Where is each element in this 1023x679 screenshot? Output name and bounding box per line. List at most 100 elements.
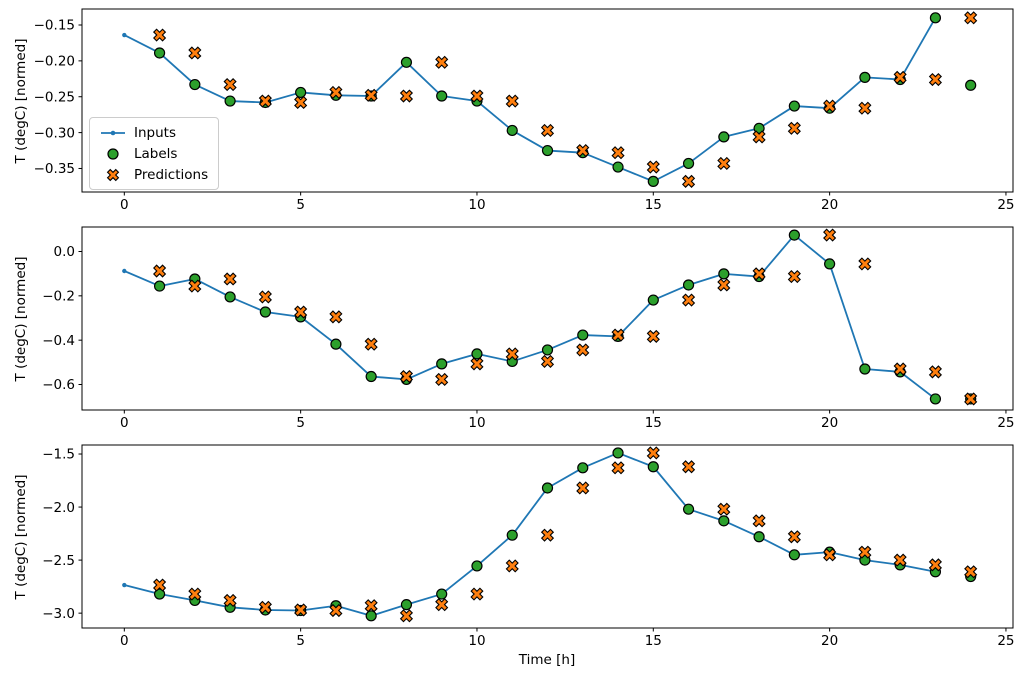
labels-marker (541, 144, 554, 157)
legend-item-labels: Labels (100, 143, 208, 164)
predictions-marker (505, 347, 519, 361)
labels-marker (330, 338, 342, 350)
labels-marker (647, 294, 659, 306)
predictions-marker (893, 70, 907, 84)
inputs-dot-glyph (110, 130, 116, 135)
predictions-marker (823, 548, 837, 562)
labels-marker (718, 268, 730, 280)
labels-marker (224, 291, 236, 303)
x-axis-label: Time [h] (518, 652, 576, 668)
labels-marker (259, 306, 271, 318)
x-tick-label: 10 (468, 415, 485, 431)
x-tick-label: 5 (296, 633, 305, 649)
x-tick-label: 20 (821, 197, 838, 213)
predictions-marker (258, 94, 272, 108)
predictions-marker (823, 99, 837, 113)
predictions-marker (188, 279, 202, 293)
labels-circle-glyph (107, 147, 119, 160)
predictions-marker (258, 290, 272, 304)
labels-marker (612, 447, 624, 459)
legend-label-inputs: Inputs (134, 124, 176, 141)
labels-marker (753, 531, 765, 543)
x-tick-label: 0 (120, 197, 129, 213)
labels-marker (929, 12, 942, 24)
x-tick-label: 0 (120, 415, 129, 431)
predictions-marker (294, 603, 308, 617)
predictions-marker (681, 174, 696, 188)
labels-marker (436, 358, 448, 370)
labels-marker (859, 71, 871, 83)
predictions-marker (787, 121, 801, 135)
predictions-marker (329, 603, 343, 618)
axes-spines (81, 8, 1014, 193)
x-tick-label: 25 (997, 415, 1014, 431)
labels-marker (577, 329, 589, 341)
predictions-marker (188, 46, 202, 60)
predictions-marker (540, 123, 555, 138)
labels-marker (647, 461, 659, 473)
y-tick-label: 0.0 (54, 244, 75, 260)
predictions-marker (294, 305, 308, 319)
y-axis-label-subplot-3: T (degC) [normed] (13, 474, 29, 599)
predictions-marker (399, 369, 414, 384)
predictions-marker (858, 101, 872, 115)
labels-marker (436, 588, 448, 600)
labels-marker (647, 175, 659, 187)
labels-marker (189, 78, 201, 91)
predictions-marker (470, 357, 484, 371)
x-tick-label: 15 (645, 633, 662, 649)
predictions-marker (435, 372, 449, 386)
x-tick-label: 0 (120, 633, 129, 649)
x-tick-label: 15 (645, 415, 662, 431)
predictions-marker (505, 94, 519, 108)
labels-marker (682, 503, 695, 515)
axes-spines (81, 444, 1014, 629)
inputs-line-dot-icon (101, 130, 125, 135)
labels-marker (506, 124, 518, 137)
predictions-marker (858, 545, 872, 559)
y-tick-label: −2.0 (42, 500, 75, 516)
predictions-marker (399, 89, 414, 103)
x-tick-label: 10 (468, 197, 485, 213)
predictions-marker (153, 578, 167, 592)
predictions-marker (893, 553, 907, 567)
labels-marker (788, 100, 800, 112)
predictions-marker (329, 310, 343, 324)
predictions-marker (964, 11, 978, 25)
predictions-marker (787, 269, 801, 284)
x-tick-label: 10 (468, 633, 485, 649)
inputs-line (123, 17, 937, 183)
labels-marker (859, 363, 871, 375)
predictions-marker (611, 461, 625, 475)
y-tick-label: −0.6 (42, 377, 75, 393)
inputs-line (123, 234, 936, 400)
predictions-marker (576, 481, 590, 495)
predictions-marker (752, 514, 766, 528)
x-tick-label: 25 (997, 197, 1014, 213)
legend-item-inputs: Inputs (100, 122, 208, 143)
predictions-marker (470, 89, 484, 103)
inputs-marker (122, 32, 127, 38)
predictions-marker (540, 354, 555, 369)
predictions-marker (364, 599, 378, 613)
x-tick-label: 25 (997, 633, 1014, 649)
y-tick-label: −3.0 (42, 606, 75, 622)
labels-marker (788, 549, 800, 561)
labels-marker (753, 122, 765, 134)
predictions-marker (681, 293, 696, 307)
labels-marker (436, 90, 448, 102)
labels-marker (400, 599, 413, 611)
labels-marker (365, 370, 377, 383)
subplot-1: 0 5 10 15 20 25 −0.15 −0.20 −0.25 −0.30 −0.35 (34, 8, 1015, 213)
predictions-marker (153, 264, 167, 278)
y-tick-label: −0.20 (34, 54, 75, 70)
subplot-3: 0 5 10 15 20 25 −1.5 −2.0 −2.5 −3.0 (42, 444, 1015, 649)
predictions-x-glyph (106, 168, 120, 181)
predictions-marker (470, 587, 484, 601)
subplot-2: 0 5 10 15 20 25 0.0 −0.2 −0.4 −0.6 (42, 226, 1015, 431)
predictions-marker (717, 278, 731, 292)
predictions-marker (681, 460, 696, 474)
predictions-x-icon (106, 168, 120, 181)
labels-marker (612, 161, 624, 173)
